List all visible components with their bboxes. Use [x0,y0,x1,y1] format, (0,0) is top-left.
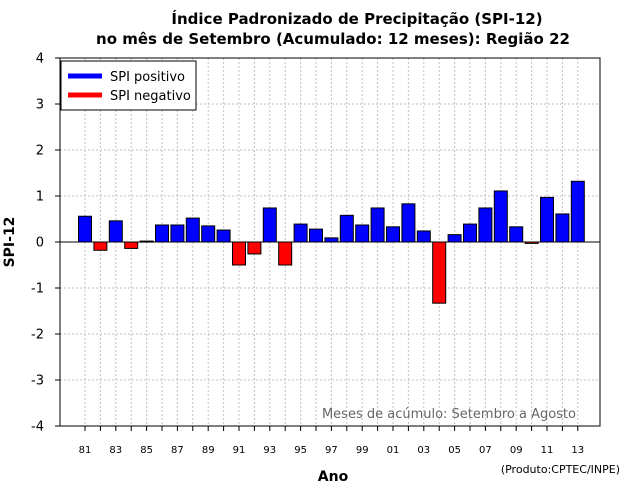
accumulation-note: Meses de acúmulo: Setembro a Agosto [322,407,576,422]
x-tick-label: 99 [356,445,369,456]
x-tick-label: 89 [202,445,215,456]
x-tick-label: 05 [448,445,461,456]
bars: 81: 0.5682: -0.1883: 0.4684: -0.1485: 0.… [78,180,585,304]
x-tick-label: 93 [263,445,276,456]
bar-86: 86: 0.37 [155,224,169,243]
y-axis: -4 -3 -2 -1 0 1 2 3 4 [31,52,60,435]
legend-negative-label: SPI negativo [110,89,191,104]
chart-title-line-2: no mês de Setembro (Acumulado: 12 meses)… [96,30,570,48]
bar-98: 98: 0.58 [339,214,354,243]
bar-01: 01: 0.33 [386,226,400,243]
x-tick-label: 03 [417,445,430,456]
x-tick-label: 09 [510,445,523,456]
y-tick-label: -1 [31,282,44,297]
x-tick-label: 95 [294,445,307,456]
bar-12: 12: 0.61 [555,213,570,243]
x-tick-label: 97 [325,445,338,456]
bar-08: 08: 1.11 [493,190,508,243]
x-axis-label: Ano [318,469,349,485]
bar-81: 81: 0.56 [78,215,92,243]
bar-91: 91: -0.5 [232,241,246,266]
bar-92: 92: -0.26 [247,241,262,255]
legend: SPI positivo SPI negativo [60,60,197,111]
y-axis-label: SPI-12 [2,217,18,268]
legend-box [60,60,197,111]
x-tick-label: 83 [109,445,122,456]
bar-84: 84: -0.14 [124,241,139,249]
y-tick-label: -2 [31,328,44,343]
bar-94: 94: -0.5 [278,241,293,266]
bar-85: 85: 0.02 [139,240,154,243]
bar-82: 82: -0.18 [93,241,108,251]
bar-03: 03: 0.24 [416,230,431,243]
bar-02: 02: 0.83 [401,203,416,243]
bar-96: 96: 0.28 [309,228,323,243]
y-tick-label: -4 [31,420,44,435]
legend-positive-label: SPI positivo [110,70,185,85]
y-tick-label: 1 [36,190,44,205]
x-tick-label: 87 [171,445,184,456]
y-tick-label: -3 [31,374,44,389]
bar-05: 05: 0.16 [447,234,462,243]
x-tick-label: 01 [387,445,400,456]
product-credit: (Produto:CPTEC/INPE) [501,463,620,476]
x-tick-label: 07 [479,445,492,456]
y-tick-label: 3 [36,98,44,113]
x-tick-label: 13 [571,445,584,456]
bar-95: 95: 0.39 [293,223,308,243]
x-tick-label: 81 [79,445,92,456]
bar-97: 97: 0.09 [324,237,339,243]
bar-09: 09: 0.33 [509,226,524,243]
x-tick-label: 85 [140,445,153,456]
x-axis: 81 83 85 87 89 91 93 95 97 99 01 03 05 07 09 11 13 [79,426,584,456]
x-tick-label: 91 [233,445,246,456]
bar-99: 99: 0.37 [355,224,370,243]
bar-83: 83: 0.46 [108,220,123,243]
bar-07: 07: 0.74 [478,207,493,243]
y-tick-label: 0 [36,236,44,251]
bar-89: 89: 0.35 [201,225,216,243]
x-tick-label: 11 [541,445,554,456]
bar-10: 10: -0.03 [524,241,539,244]
bar-88: 88: 0.52 [185,217,200,243]
y-tick-label: 2 [36,144,44,159]
bar-06: 06: 0.39 [463,223,477,243]
bar-00: 00: 0.74 [370,207,385,243]
bar-11: 11: 0.97 [540,196,554,243]
bar-90: 90: 0.26 [216,229,231,243]
y-tick-label: 4 [36,52,44,67]
bar-93: 93: 0.74 [262,207,277,243]
bar-87: 87: 0.37 [170,224,185,243]
chart-title-line-1: Índice Padronizado de Precipitação (SPI-… [171,9,542,28]
bar-04: 04: -1.33 [432,241,447,304]
bar-13: 13: 1.32 [570,180,585,243]
